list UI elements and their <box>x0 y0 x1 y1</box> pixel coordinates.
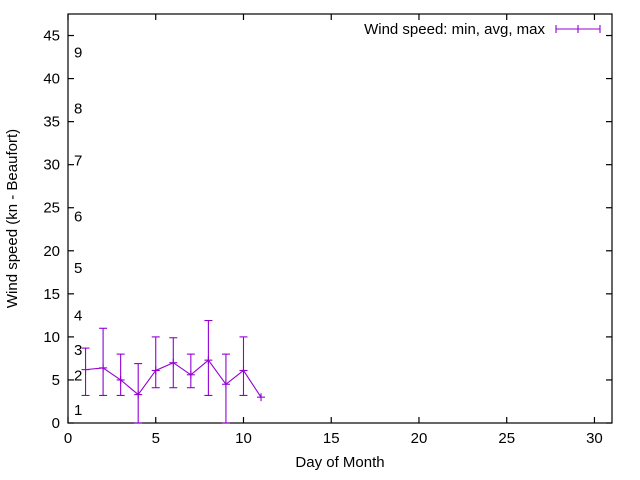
beaufort-scale-label: 4 <box>74 307 82 324</box>
legend-label: Wind speed: min, avg, max <box>364 21 545 38</box>
beaufort-scale-label: 7 <box>74 152 82 169</box>
x-tick-label: 0 <box>64 430 72 447</box>
beaufort-scale-label: 8 <box>74 101 82 118</box>
y-tick-label: 45 <box>43 28 60 45</box>
y-tick-label: 5 <box>52 372 60 389</box>
x-tick-label: 30 <box>586 430 603 447</box>
y-tick-label: 15 <box>43 286 60 303</box>
y-tick-label: 25 <box>43 200 60 217</box>
y-tick-label: 40 <box>43 71 60 88</box>
y-tick-label: 20 <box>43 243 60 260</box>
beaufort-scale-label: 2 <box>74 368 82 385</box>
beaufort-scale-label: 6 <box>74 208 82 225</box>
y-tick-label: 10 <box>43 329 60 346</box>
plot-border <box>67 13 613 424</box>
beaufort-scale-label: 3 <box>74 342 82 359</box>
x-tick-label: 10 <box>235 430 252 447</box>
x-axis-title: Day of Month <box>295 454 384 471</box>
y-tick-label: 0 <box>52 415 60 432</box>
beaufort-scale-label: 5 <box>74 260 82 277</box>
x-tick-label: 5 <box>152 430 160 447</box>
beaufort-scale-label: 9 <box>74 45 82 62</box>
y-axis-title: Wind speed (kn - Beaufort) <box>4 129 21 308</box>
x-tick-label: 25 <box>498 430 515 447</box>
x-tick-label: 15 <box>323 430 340 447</box>
beaufort-scale-label: 1 <box>74 402 82 419</box>
y-tick-label: 30 <box>43 157 60 174</box>
x-tick-label: 20 <box>411 430 428 447</box>
y-tick-label: 35 <box>43 114 60 131</box>
